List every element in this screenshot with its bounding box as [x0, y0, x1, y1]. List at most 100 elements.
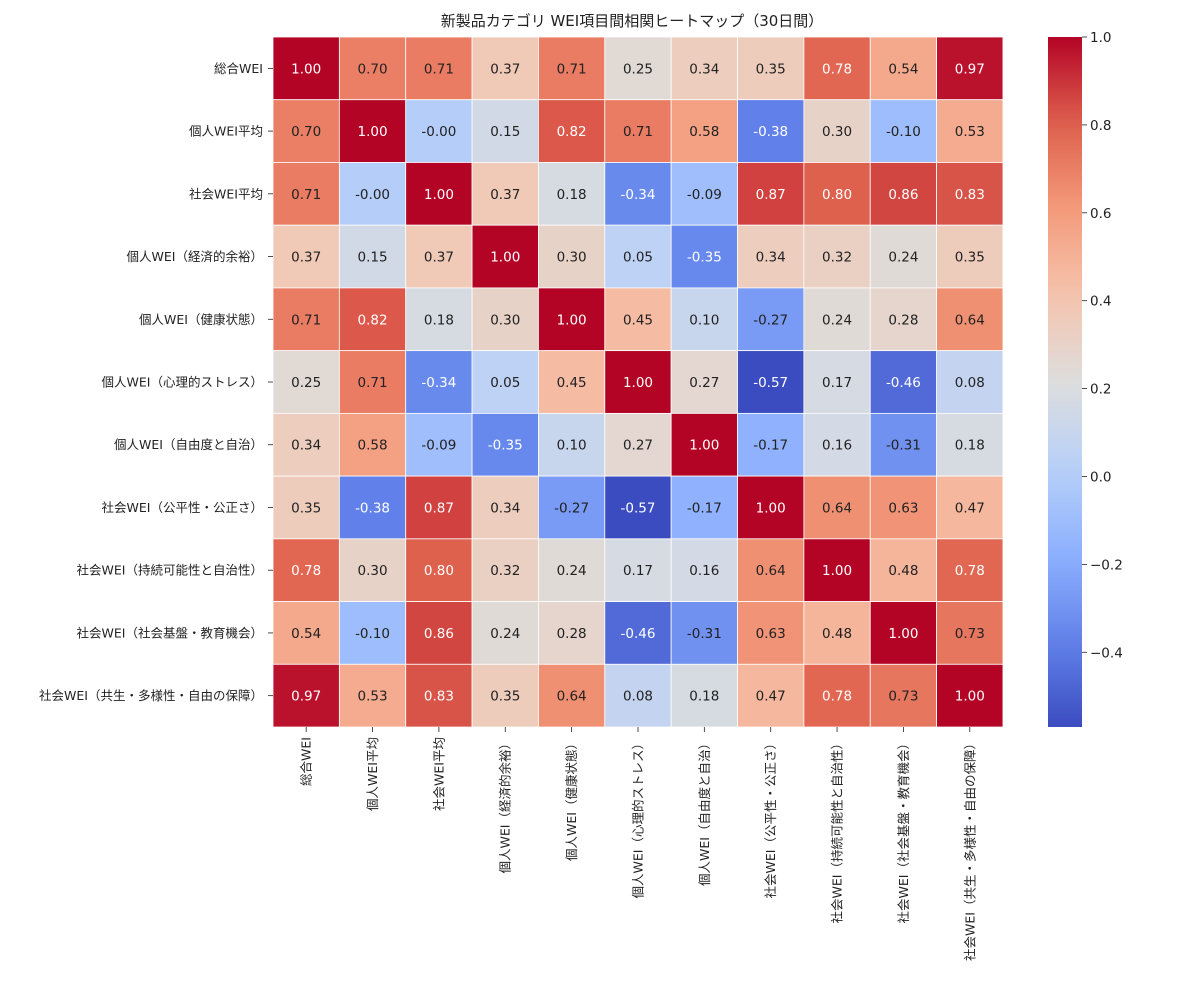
heatmap-cell — [737, 475, 805, 540]
heatmap-cell — [936, 36, 1004, 101]
cell-value-label: 1.00 — [490, 250, 520, 266]
cell-value-label: 0.24 — [888, 250, 918, 266]
cell-value-label: 1.00 — [623, 375, 653, 391]
heatmap-cell — [604, 601, 672, 665]
heatmap-cell — [272, 287, 340, 352]
cell-value-label: 0.35 — [291, 500, 321, 516]
cell-value-label: 0.16 — [822, 438, 852, 454]
heatmap-cell — [604, 99, 672, 163]
cell-value-label: 0.64 — [822, 500, 852, 516]
chart-title: 新製品カテゴリ WEI項目間相関ヒートマップ（30日間） — [441, 12, 824, 30]
heatmap-cell — [737, 99, 805, 163]
heatmap-cell — [869, 99, 937, 163]
heatmap-cell — [272, 99, 340, 163]
cell-value-label: -0.31 — [886, 438, 921, 454]
cell-value-label: 0.86 — [888, 187, 918, 203]
heatmap-cell — [338, 475, 407, 540]
heatmap-cell — [936, 350, 1004, 414]
cell-value-label: 0.30 — [822, 124, 852, 140]
x-axis-tick-labels: 総合WEI 個人WEI平均 社会WEI平均 個人WEI（経済的余裕） 個人WEI（健康状… — [299, 727, 977, 961]
x-tick-label: 社会WEI平均 — [431, 737, 446, 811]
colorbar-tick-label: 0.4 — [1090, 294, 1111, 310]
cell-value-label: 0.16 — [689, 563, 719, 579]
cell-value-label: 0.47 — [955, 500, 985, 516]
heatmap-cell — [869, 224, 937, 289]
x-tick-label: 個人WEI（経済的余裕） — [498, 737, 513, 873]
x-tick-label: 社会WEI（社会基盤・教育機会） — [896, 737, 911, 923]
cell-value-label: 0.63 — [756, 626, 786, 642]
heatmap-cell — [869, 36, 937, 101]
heatmap-cell — [670, 287, 738, 352]
x-tick-label: 個人WEI平均 — [365, 737, 380, 811]
cell-value-label: 0.63 — [888, 500, 918, 516]
heatmap-cells: 1.00 0.70 0.71 0.37 0.71 0.25 0.34 0.35 0.78 0.54… — [272, 36, 1004, 728]
heatmap-cell — [604, 663, 672, 728]
y-tick-label: 社会WEI（公平性・公正さ） — [102, 500, 263, 515]
heatmap-cell — [405, 663, 473, 728]
heatmap-cell — [737, 538, 805, 602]
heatmap-cell — [869, 412, 937, 477]
cell-value-label: -0.10 — [355, 626, 390, 642]
cell-value-label: -0.35 — [687, 250, 722, 266]
heatmap-cell — [405, 412, 473, 477]
heatmap-cell — [338, 287, 407, 352]
cell-value-label: 1.00 — [557, 312, 587, 328]
x-tick-label: 個人WEI（自由度と自治） — [697, 737, 712, 886]
cell-value-label: 0.82 — [358, 312, 388, 328]
cell-value-label: -0.31 — [687, 626, 722, 642]
heatmap-cell — [272, 538, 340, 602]
y-tick-label: 社会WEI（持続可能性と自治性） — [77, 563, 263, 578]
heatmap-cell — [405, 287, 473, 352]
heatmap-cell — [604, 162, 672, 226]
cell-value-label: 0.78 — [955, 563, 985, 579]
heatmap-cell — [670, 538, 738, 602]
colorbar-tick-label: −0.2 — [1090, 557, 1123, 573]
cell-value-label: 0.24 — [490, 626, 520, 642]
heatmap-cell — [272, 475, 340, 540]
heatmap-cell — [405, 162, 473, 226]
heatmap-cell — [604, 36, 672, 101]
heatmap-cell — [538, 224, 606, 289]
cell-value-label: 0.24 — [557, 563, 587, 579]
cell-value-label: 0.10 — [557, 438, 587, 454]
cell-value-label: 0.15 — [490, 124, 520, 140]
cell-value-label: 0.34 — [689, 61, 719, 77]
cell-value-label: -0.38 — [753, 124, 788, 140]
cell-value-label: 0.30 — [557, 250, 587, 266]
cell-value-label: 0.34 — [756, 250, 786, 266]
cell-value-label: 1.00 — [822, 563, 852, 579]
cell-value-label: 0.18 — [424, 312, 454, 328]
cell-value-label: 0.10 — [689, 312, 719, 328]
cell-value-label: 0.54 — [291, 626, 321, 642]
cell-value-label: 0.78 — [822, 61, 852, 77]
cell-value-label: 0.18 — [955, 438, 985, 454]
colorbar-tick-label: 0.2 — [1090, 382, 1111, 398]
cell-value-label: 1.00 — [756, 500, 786, 516]
y-tick-label: 社会WEI（共生・多様性・自由の保障） — [39, 688, 263, 703]
cell-value-label: 0.37 — [424, 250, 454, 266]
colorbar-tick-label: 0.6 — [1090, 206, 1111, 222]
heatmap-cell — [471, 287, 539, 352]
heatmap-cell — [272, 350, 340, 414]
heatmap-cell — [338, 224, 407, 289]
heatmap-cell — [272, 412, 340, 477]
heatmap-cell — [272, 601, 340, 665]
cell-value-label: 0.53 — [358, 689, 388, 705]
heatmap-cell — [272, 663, 340, 728]
cell-value-label: 0.58 — [358, 438, 388, 454]
cell-value-label: 0.53 — [955, 124, 985, 140]
heatmap-cell — [538, 601, 606, 665]
heatmap-cell — [604, 475, 672, 540]
cell-value-label: 0.25 — [291, 375, 321, 391]
cell-value-label: -0.57 — [753, 375, 788, 391]
cell-value-label: 0.58 — [689, 124, 719, 140]
cell-value-label: 0.71 — [291, 187, 321, 203]
heatmap-cell — [803, 224, 871, 289]
cell-value-label: -0.35 — [488, 438, 523, 454]
heatmap-cell — [604, 224, 672, 289]
cell-value-label: 0.37 — [490, 61, 520, 77]
cell-value-label: 0.73 — [888, 689, 918, 705]
cell-value-label: -0.46 — [621, 626, 656, 642]
cell-value-label: 0.78 — [291, 563, 321, 579]
